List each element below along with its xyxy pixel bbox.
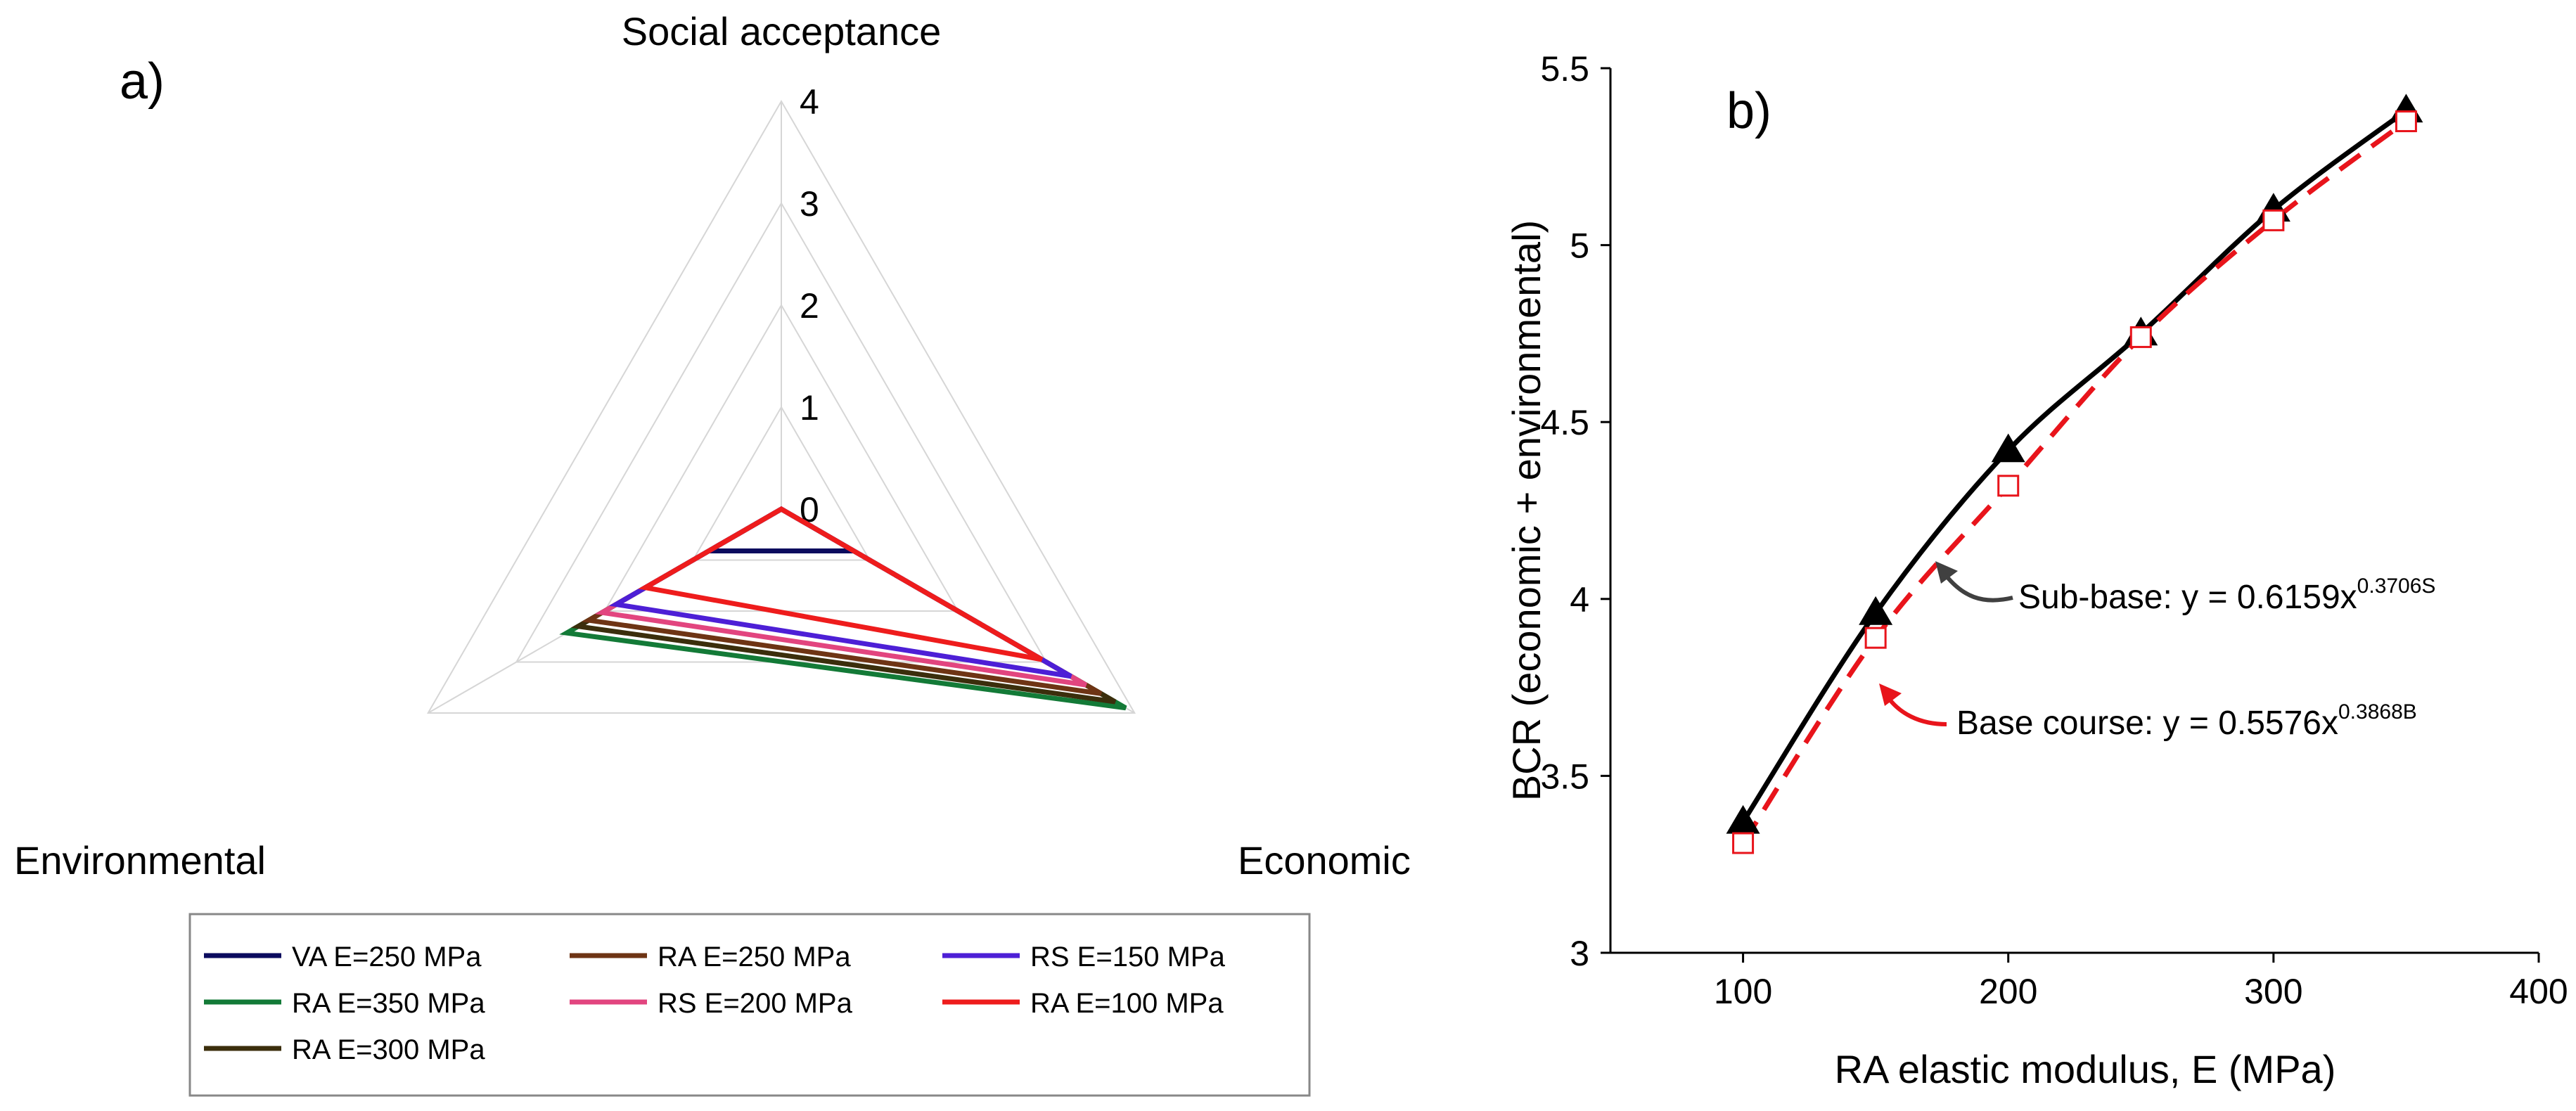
data-point-base-course (2262, 209, 2285, 231)
axis-label-environmental: Environmental (14, 838, 266, 882)
legend-label: RA E=350 MPa (292, 988, 485, 1019)
y-tick-label: 3 (1570, 934, 1589, 973)
data-point-base-course (1997, 475, 2020, 497)
data-point-sub-base (1726, 804, 1760, 834)
data-point-base-course (2129, 326, 2152, 348)
base-course-arrowhead (1879, 683, 1902, 706)
panel-b-label: b) (1726, 83, 1771, 139)
y-tick-label: 3.5 (1540, 757, 1589, 796)
base-course-arrow (1884, 693, 1947, 726)
legend-label: RA E=250 MPa (658, 942, 851, 972)
radar-tick-label: 3 (800, 184, 819, 224)
data-point-base-course (1864, 627, 1887, 649)
legend-label: RS E=200 MPa (658, 988, 853, 1019)
fit-curve-sub-base (1741, 108, 2408, 823)
y-tick-label: 4.5 (1540, 403, 1589, 442)
legend-label: VA E=250 MPa (292, 942, 482, 972)
data-point-base-course (2395, 110, 2417, 132)
radar-grid-ring (691, 406, 871, 561)
sub-base-arrowhead (1935, 561, 1958, 584)
y-axis-label: BCR (economic + environmental) (1504, 220, 1549, 801)
y-tick-label: 5 (1570, 226, 1589, 266)
annotation-sub-base: Sub-base: y = 0.6159x0.3706S (1935, 561, 2435, 616)
base-course-equation: Base course: y = 0.5576x0.3868B (1956, 700, 2417, 742)
axis-label-economic: Economic (1238, 838, 1411, 882)
radar-tick-label: 1 (800, 388, 819, 428)
data-point-sub-base (1991, 433, 2025, 463)
sub-base-equation: Sub-base: y = 0.6159x0.3706S (2018, 574, 2435, 616)
radar-series-polygon (699, 506, 864, 553)
y-tick-label: 4 (1570, 580, 1589, 619)
legend: VA E=250 MPa RA E=350 MPa RA E=300 MPa RA E… (188, 913, 1311, 1097)
x-tick-labels: 100 200 300 400 (1714, 972, 2568, 1011)
annotation-base-course: Base course: y = 0.5576x0.3868B (1879, 683, 2417, 742)
x-tick-label: 200 (1979, 972, 2037, 1011)
legend-label: RA E=300 MPa (292, 1034, 485, 1065)
axis-label-social: Social acceptance (622, 9, 942, 53)
plot-axes (1601, 67, 2540, 963)
y-tick-label: 5.5 (1540, 49, 1589, 89)
data-point-base-course (1732, 832, 1755, 854)
legend-label: RA E=100 MPa (1030, 988, 1224, 1019)
line-chart: b) 3 3.5 4 4.5 5 5.5 100 200 300 400 RA elastic … (1504, 49, 2568, 1091)
radar-grid (426, 99, 1136, 714)
panel-a-label: a) (120, 53, 165, 110)
radar-series (559, 506, 1127, 711)
x-tick-label: 300 (2244, 972, 2302, 1011)
x-axis-label: RA elastic modulus, E (MPa) (1835, 1047, 2336, 1091)
sub-base-arrow (1940, 570, 2013, 603)
data-point-sub-base (1859, 596, 1893, 625)
legend-items: VA E=250 MPa RA E=350 MPa RA E=300 MPa RA E… (204, 942, 1226, 1065)
radar-tick-label: 4 (800, 82, 819, 122)
legend-box (188, 913, 1311, 1097)
x-tick-label: 400 (2509, 972, 2568, 1011)
y-tick-labels: 3 3.5 4 4.5 5 5.5 (1540, 49, 1589, 973)
radar-tick-label: 2 (800, 286, 819, 326)
data-points (1726, 94, 2423, 854)
x-tick-label: 100 (1714, 972, 1772, 1011)
radar-series-polygon (638, 506, 1044, 662)
legend-label: RS E=150 MPa (1030, 942, 1226, 972)
radar-grid-ring (426, 99, 1136, 714)
